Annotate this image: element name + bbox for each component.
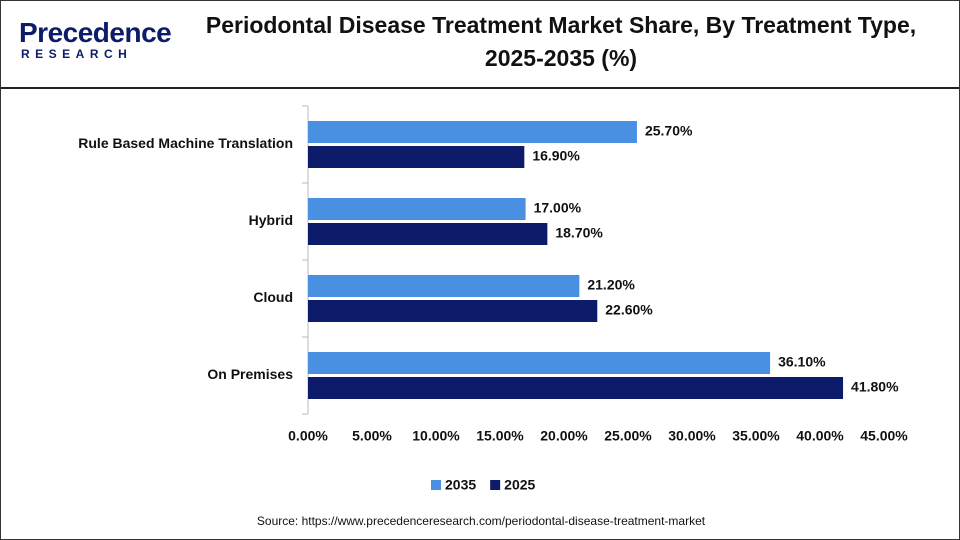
header-separator (1, 87, 959, 89)
bar (308, 223, 548, 245)
source: Source: https://www.precedenceresearch.c… (257, 514, 706, 528)
x-tick-label: 15.00% (476, 428, 524, 444)
y-tick-label: Hybrid (249, 212, 293, 228)
data-label: 16.90% (532, 148, 580, 164)
bar (308, 146, 525, 168)
x-tick-label: 20.00% (540, 428, 588, 444)
data-label: 17.00% (534, 200, 582, 216)
x-tick-label: 0.00% (288, 428, 328, 444)
bar (308, 198, 526, 220)
legend-swatch (490, 480, 501, 490)
legend-label: 2025 (504, 477, 535, 493)
y-tick-label: Cloud (253, 289, 293, 305)
data-label: 41.80% (851, 379, 899, 395)
legend-swatch (431, 480, 441, 490)
x-tick-label: 25.00% (604, 428, 652, 444)
x-tick-label: 40.00% (796, 428, 844, 444)
x-tick-label: 10.00% (412, 428, 460, 444)
data-label: 22.60% (605, 302, 653, 318)
data-label: 18.70% (555, 225, 603, 241)
bar (308, 121, 637, 143)
logo-tagline: RESEARCH (21, 47, 133, 61)
data-label: 21.20% (587, 277, 635, 293)
bar (308, 300, 598, 322)
y-tick-label: On Premises (207, 366, 293, 382)
legend-label: 2035 (445, 477, 476, 493)
logo-name: Precedence (19, 17, 172, 48)
bar (308, 377, 844, 399)
y-tick-label: Rule Based Machine Translation (78, 135, 293, 151)
data-label: 25.70% (645, 123, 693, 139)
x-tick-label: 45.00% (860, 428, 908, 444)
bar (308, 352, 771, 374)
bar (308, 275, 580, 297)
x-tick-label: 30.00% (668, 428, 716, 444)
data-label: 36.10% (778, 354, 826, 370)
x-tick-label: 35.00% (732, 428, 780, 444)
chart-title: Periodontal Disease Treatment Market Sha… (205, 12, 917, 71)
x-tick-label: 5.00% (352, 428, 392, 444)
